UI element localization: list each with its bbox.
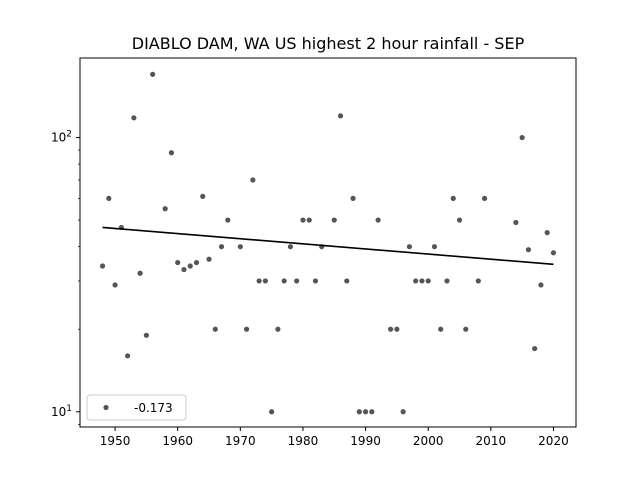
- data-point: [356, 409, 362, 415]
- data-point: [175, 259, 181, 266]
- data-point: [99, 263, 106, 269]
- data-point: [525, 247, 532, 253]
- x-tick-label: 1950: [100, 434, 131, 448]
- y-tick-label: 101: [51, 404, 72, 419]
- data-point: [519, 134, 525, 141]
- trend-line: [102, 226, 554, 266]
- trend-line-group: [102, 226, 554, 266]
- data-point: [544, 230, 550, 236]
- chart-title: DIABLO DAM, WA US highest 2 hour rainfal…: [132, 34, 525, 53]
- data-point: [388, 326, 394, 332]
- data-point: [225, 217, 231, 223]
- x-tick-label: 2010: [476, 434, 507, 448]
- x-tick-label: 1990: [350, 434, 381, 448]
- legend-marker: [103, 404, 109, 411]
- data-point: [243, 326, 250, 332]
- data-point: [306, 217, 312, 223]
- data-point: [450, 195, 456, 201]
- legend-box: [86, 394, 187, 421]
- data-point: [287, 244, 294, 250]
- data-point: [143, 332, 149, 338]
- data-point: [406, 244, 413, 250]
- data-point: [375, 217, 381, 223]
- data-point: [394, 326, 400, 332]
- y-tick-label: 102: [51, 130, 72, 145]
- plot-area: [80, 58, 576, 427]
- data-point: [532, 345, 538, 352]
- data-point: [281, 278, 287, 284]
- data-point: [331, 217, 337, 223]
- data-point: [538, 282, 544, 288]
- x-tick-label: 1970: [225, 434, 256, 448]
- data-point: [112, 282, 118, 288]
- data-point: [193, 259, 200, 266]
- data-point: [362, 409, 369, 415]
- data-point: [419, 278, 425, 284]
- data-point: [550, 250, 557, 256]
- data-point: [137, 270, 143, 276]
- data-point: [124, 353, 131, 359]
- data-point: [187, 263, 193, 269]
- data-point: [294, 278, 300, 284]
- data-point: [269, 409, 275, 415]
- data-point: [413, 278, 419, 284]
- data-point: [444, 278, 450, 284]
- data-point: [400, 409, 406, 415]
- data-point: [369, 409, 375, 415]
- x-tick-label: 2000: [413, 434, 444, 448]
- data-point: [513, 219, 519, 226]
- data-point: [131, 115, 137, 121]
- x-tick-label: 1980: [288, 434, 319, 448]
- y-axis: 101 102: [51, 130, 80, 425]
- data-point: [337, 113, 344, 119]
- legend: -0.173: [86, 394, 187, 421]
- data-point: [262, 278, 268, 284]
- data-point: [181, 266, 187, 273]
- x-axis: 1950 1960 1970 1980 1990 2000 2010 2020: [100, 427, 569, 448]
- data-point: [431, 244, 438, 250]
- data-point: [150, 71, 156, 77]
- data-point: [237, 244, 243, 250]
- data-point: [200, 193, 206, 200]
- data-point: [475, 278, 481, 284]
- data-point: [275, 326, 281, 332]
- x-tick-label: 1960: [162, 434, 193, 448]
- data-point: [162, 206, 168, 212]
- data-point: [438, 326, 444, 332]
- data-point: [250, 177, 256, 183]
- data-point: [206, 256, 212, 262]
- x-tick-label: 2020: [538, 434, 569, 448]
- data-point: [256, 278, 262, 284]
- data-point: [481, 195, 488, 201]
- data-point: [300, 217, 306, 223]
- data-point: [425, 278, 431, 284]
- plot-frame: [79, 57, 577, 428]
- data-point: [463, 326, 469, 332]
- data-point: [218, 244, 225, 250]
- legend-label: -0.173: [134, 401, 173, 415]
- data-point: [350, 195, 356, 201]
- data-point: [106, 195, 112, 201]
- data-point: [168, 150, 175, 156]
- data-point: [456, 217, 463, 223]
- data-point: [212, 326, 218, 332]
- data-point: [344, 278, 350, 284]
- data-point: [312, 278, 319, 284]
